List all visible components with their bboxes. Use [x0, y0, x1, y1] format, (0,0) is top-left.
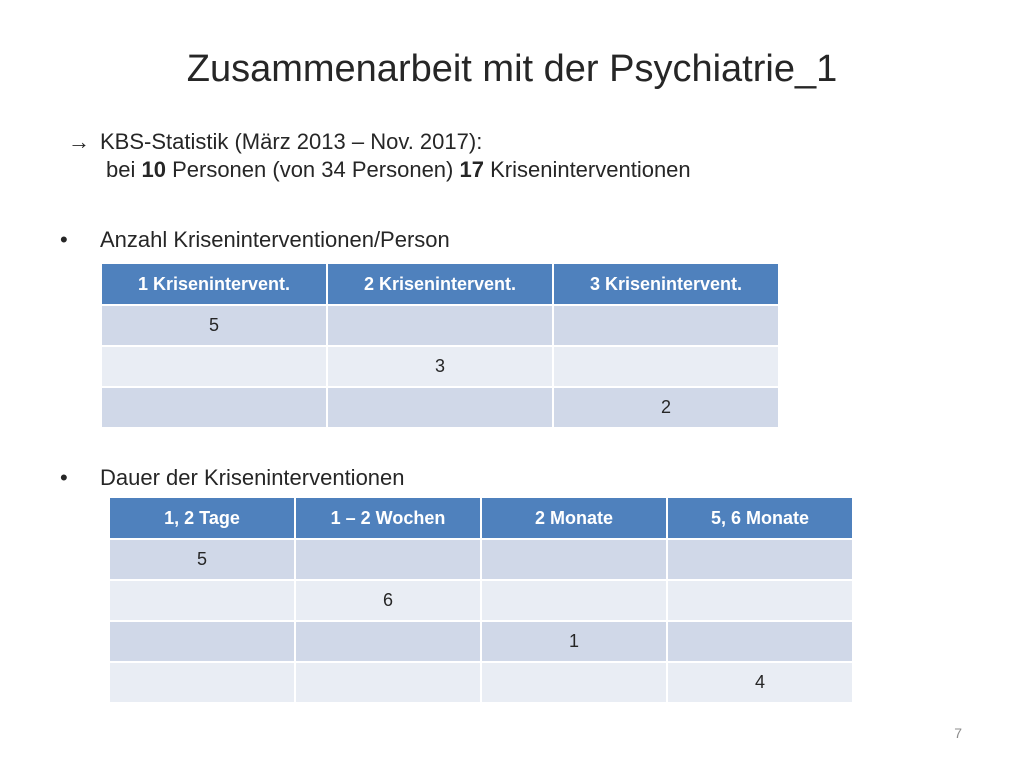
bullet-icon: •: [60, 465, 68, 490]
page-number: 7: [954, 725, 962, 741]
table-cell: 6: [294, 579, 482, 622]
bullet-intervention-duration: • Dauer der Kriseninterventionen: [60, 464, 405, 492]
intro-interventions-count: 17: [459, 157, 484, 182]
table-header-cell: 2 Krisenintervent.: [326, 262, 554, 306]
table-cell: 1: [480, 620, 668, 663]
intro-persons-count: 10: [141, 157, 166, 182]
intro-statistic: → KBS-Statistik (März 2013 – Nov. 2017): …: [68, 128, 691, 184]
table-header-cell: 1, 2 Tage: [108, 496, 296, 540]
table-row: 5: [100, 304, 780, 347]
table-row: 6: [108, 579, 854, 622]
table-header-cell: 2 Monate: [480, 496, 668, 540]
table-row: 3: [100, 345, 780, 388]
table-cell: [666, 579, 854, 622]
table-cell: [108, 579, 296, 622]
table-cell: [100, 345, 328, 388]
slide-title: Zusammenarbeit mit der Psychiatrie_1: [186, 48, 838, 90]
table-cell: [326, 304, 554, 347]
table-cell: [294, 661, 482, 704]
bullet-text: Dauer der Kriseninterventionen: [100, 465, 405, 490]
intro-text-pre: bei: [106, 157, 142, 182]
table-cell: 3: [326, 345, 554, 388]
table-cell: [294, 620, 482, 663]
table-header-cell: 3 Krisenintervent.: [552, 262, 780, 306]
table-cell: [108, 661, 296, 704]
bullet-text: Anzahl Kriseninterventionen/Person: [100, 227, 450, 252]
table-header-cell: 5, 6 Monate: [666, 496, 854, 540]
table-cell: [108, 620, 296, 663]
intro-text-post: Kriseninterventionen: [483, 157, 691, 182]
intro-line-1: → KBS-Statistik (März 2013 – Nov. 2017):: [68, 128, 691, 156]
bullet-interventions-per-person: • Anzahl Kriseninterventionen/Person: [60, 226, 450, 254]
bullet-icon: •: [60, 227, 68, 252]
intro-line-2: bei 10 Personen (von 34 Personen) 17 Kri…: [68, 156, 691, 184]
table-cell: [666, 620, 854, 663]
table-cell: [666, 538, 854, 581]
table-cell: [480, 661, 668, 704]
table-header-row: 1 Krisenintervent. 2 Krisenintervent. 3 …: [100, 262, 780, 306]
table-row: 5: [108, 538, 854, 581]
table-cell: [552, 304, 780, 347]
table-header-cell: 1 Krisenintervent.: [100, 262, 328, 306]
intervention-duration-table: 1, 2 Tage 1 – 2 Wochen 2 Monate 5, 6 Mon…: [108, 496, 854, 704]
table-cell: [326, 386, 554, 429]
table-cell: [100, 386, 328, 429]
table-cell: [552, 345, 780, 388]
table-cell: [294, 538, 482, 581]
table-row: 2: [100, 386, 780, 429]
table-header-row: 1, 2 Tage 1 – 2 Wochen 2 Monate 5, 6 Mon…: [108, 496, 854, 540]
interventions-per-person-table: 1 Krisenintervent. 2 Krisenintervent. 3 …: [100, 262, 780, 429]
table-row: 1: [108, 620, 854, 663]
table-cell: 4: [666, 661, 854, 704]
table-cell: 5: [108, 538, 296, 581]
table-cell: 5: [100, 304, 328, 347]
arrow-right-icon: →: [68, 129, 90, 154]
table-cell: [480, 579, 668, 622]
table-cell: [480, 538, 668, 581]
intro-text-mid: Personen (von 34 Personen): [165, 157, 460, 182]
table-header-cell: 1 – 2 Wochen: [294, 496, 482, 540]
table-row: 4: [108, 661, 854, 704]
intro-heading: KBS-Statistik (März 2013 – Nov. 2017):: [100, 129, 483, 154]
table-cell: 2: [552, 386, 780, 429]
